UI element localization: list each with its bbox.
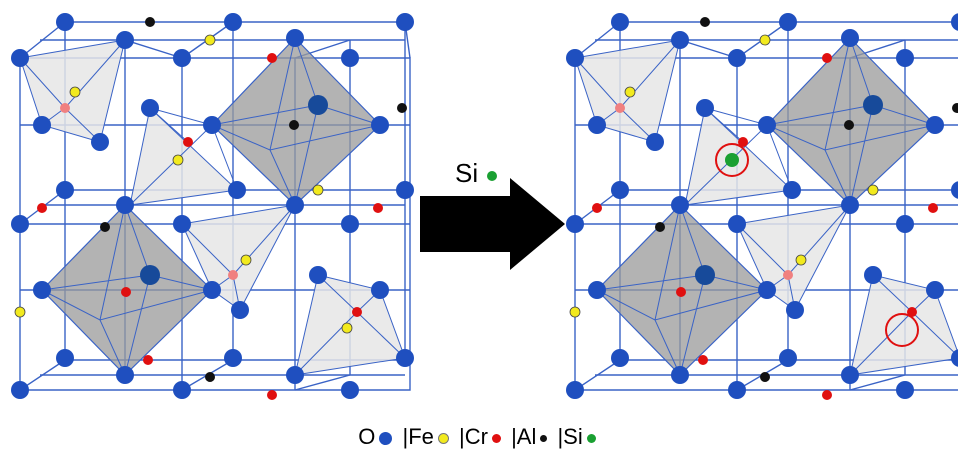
si-arrow-dot (487, 171, 497, 181)
legend-swatch-o (379, 431, 393, 445)
legend-item-cr: |Cr (459, 424, 505, 449)
structure-after (566, 13, 958, 401)
legend-label: |Al (511, 424, 537, 449)
legend-swatch-cr (491, 433, 501, 443)
legend-item-si: |Si (557, 424, 599, 449)
legend-label: |Si (557, 424, 583, 449)
si-site-highlight (715, 143, 749, 177)
spinel-structure-diagram (11, 13, 958, 401)
legend-swatch-si (586, 433, 596, 443)
legend-swatch-fe (437, 432, 449, 444)
arrow-label: Si (455, 158, 479, 188)
legend: O |Fe |Cr |Al |Si (0, 424, 958, 450)
legend-swatch-al (540, 434, 548, 442)
legend-item-fe: |Fe (402, 424, 452, 449)
vacancy-highlight (885, 313, 919, 347)
transformation-arrow (420, 178, 565, 270)
legend-label: O (358, 424, 376, 449)
legend-item-al: |Al (511, 424, 551, 449)
legend-item-o: O (358, 424, 396, 449)
legend-label: |Fe (402, 424, 434, 449)
legend-label: |Cr (459, 424, 488, 449)
structure-before (11, 13, 414, 401)
